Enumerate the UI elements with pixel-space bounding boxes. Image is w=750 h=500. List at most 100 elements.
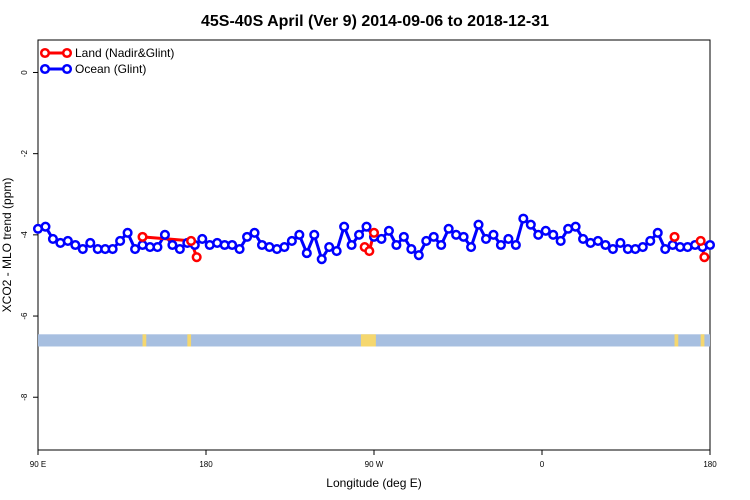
data-series (32, 213, 716, 265)
ocean-data-point (301, 248, 312, 259)
ocean-data-point (383, 225, 394, 236)
ocean-data-point (85, 237, 96, 249)
ocean-data-point (316, 254, 327, 265)
y-axis-ticks: 0 -2 -4 -6 -8 (20, 70, 38, 401)
ocean-data-point (197, 233, 208, 244)
ocean-data-point (503, 233, 514, 244)
ocean-data-point (354, 229, 365, 240)
legend-ocean-label: Ocean (Glint) (75, 62, 146, 76)
ocean-data-point (361, 221, 372, 232)
ocean-data-point (331, 246, 342, 257)
ocean-data-point (391, 239, 402, 251)
land-mask-segment (142, 334, 147, 347)
land-data-point (368, 227, 380, 238)
ocean-data-point (443, 223, 454, 234)
ocean-data-point (77, 244, 88, 255)
ocean-data-point (406, 244, 417, 255)
ocean-data-point (637, 241, 648, 253)
ocean-data-point (533, 229, 544, 240)
ocean-data-point (115, 235, 126, 246)
land-data-point (186, 235, 197, 246)
ocean-data-point (495, 239, 506, 251)
y-tick-label: -4 (20, 231, 29, 239)
land-data-point (699, 252, 710, 263)
legend-land-label: Land (Nadir&Glint) (75, 46, 174, 60)
ocean-data-point (652, 227, 663, 238)
ocean-data-point (242, 231, 253, 242)
ocean-data-point (234, 244, 245, 255)
y-tick-label: -8 (20, 393, 29, 401)
land-data-point (364, 246, 375, 257)
ocean-data-point (122, 227, 133, 238)
ocean-data-point (62, 235, 73, 246)
ocean-data-point (398, 231, 409, 242)
x-tick-label: 0 (540, 460, 545, 469)
ocean-data-point (324, 241, 335, 253)
ocean-data-point (548, 229, 559, 240)
ocean-data-point (510, 239, 521, 251)
ocean-data-point (578, 233, 589, 244)
land-data-point (669, 231, 680, 242)
ocean-data-point (525, 219, 536, 230)
land-mask-segment (674, 334, 679, 347)
y-tick-label: -6 (20, 312, 29, 320)
ocean-data-point (70, 239, 81, 251)
ocean-data-point (645, 235, 656, 246)
ocean-data-point (279, 241, 290, 253)
ocean-data-point (346, 239, 357, 251)
ocean-data-point (555, 235, 566, 246)
x-axis-label: Longitude (deg E) (326, 476, 421, 490)
land-data-point (695, 235, 706, 246)
ocean-data-point (480, 233, 492, 244)
ocean-data-point (660, 244, 671, 255)
ocean-data-point (107, 244, 118, 255)
ocean-data-point (488, 229, 499, 240)
x-axis-ticks: 90 E 180 90 W 0 180 (30, 450, 717, 469)
legend-ocean-marker (61, 63, 73, 75)
land-data-point (137, 231, 148, 242)
y-tick-label: 0 (20, 70, 29, 75)
ocean-data-point (152, 241, 163, 253)
ocean-data-point (294, 229, 305, 240)
legend: Land (Nadir&Glint) Ocean (Glint) (39, 46, 174, 76)
ocean-data-point (376, 233, 387, 244)
ocean-data-point (421, 235, 432, 246)
x-tick-label: 90 W (365, 460, 384, 469)
land-mask-segment (360, 334, 376, 347)
land-mask-segment (700, 334, 705, 347)
ocean-data-point (615, 237, 626, 249)
y-tick-label: -2 (20, 150, 29, 158)
ocean-data-point (249, 227, 260, 238)
ocean-data-point (704, 239, 716, 251)
ocean-data-point (286, 235, 297, 246)
ocean-data-point (570, 221, 581, 232)
ocean-data-point (458, 231, 469, 242)
ocean-data-point (592, 235, 604, 246)
land-ocean-mask-bar (38, 334, 710, 347)
ocean-data-point (227, 239, 238, 251)
ocean-data-point (339, 221, 350, 232)
legend-ocean-marker (39, 63, 51, 75)
x-tick-label: 180 (199, 460, 213, 469)
ocean-data-point (309, 229, 320, 240)
legend-land-marker (61, 47, 73, 59)
ocean-data-point (436, 239, 447, 251)
ocean-data-point (466, 241, 477, 253)
ocean-data-point (600, 239, 611, 251)
chart-title: 45S-40S April (Ver 9) 2014-09-06 to 2018… (201, 13, 549, 30)
land-mask-segment (187, 334, 192, 347)
ocean-data-point (40, 221, 51, 232)
x-tick-label: 180 (703, 460, 717, 469)
ocean-data-point (518, 213, 529, 224)
ocean-data-point (167, 239, 178, 251)
ocean-data-point (174, 244, 185, 255)
ocean-data-point (428, 231, 439, 242)
land-data-point (191, 252, 202, 263)
ocean-data-point (159, 229, 170, 240)
legend-land-marker (39, 47, 51, 59)
ocean-data-point (607, 244, 618, 255)
ocean-data-point (47, 233, 58, 244)
y-axis-label: XCO2 - MLO trend (ppm) (0, 178, 14, 313)
ocean-data-point (540, 225, 551, 236)
